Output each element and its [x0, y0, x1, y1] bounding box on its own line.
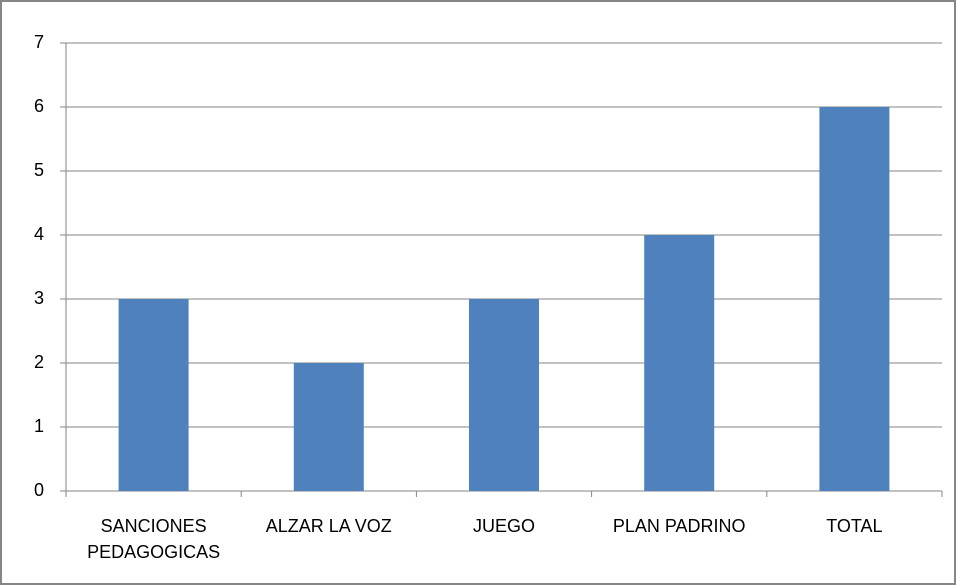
y-tick-label: 6 [34, 96, 44, 116]
y-tick-label: 3 [34, 288, 44, 308]
bar [644, 235, 715, 491]
bar [469, 299, 539, 491]
bar [819, 107, 890, 491]
x-tick-label: ALZAR LA VOZ [265, 516, 392, 536]
y-tick-label: 5 [34, 160, 44, 180]
y-tick-label: 2 [34, 352, 44, 372]
x-tick-label: SANCIONES PEDAGOGICAS [87, 516, 221, 562]
y-tick-label: 1 [34, 416, 44, 436]
x-tick-label: TOTAL [826, 516, 883, 536]
x-tick-label: JUEGO [472, 516, 535, 536]
bar [293, 363, 364, 491]
y-tick-label: 7 [34, 32, 44, 52]
x-tick-label: PLAN PADRINO [612, 516, 746, 536]
bar [118, 299, 189, 491]
y-tick-label: 0 [34, 480, 44, 500]
y-tick-label: 4 [34, 224, 44, 244]
